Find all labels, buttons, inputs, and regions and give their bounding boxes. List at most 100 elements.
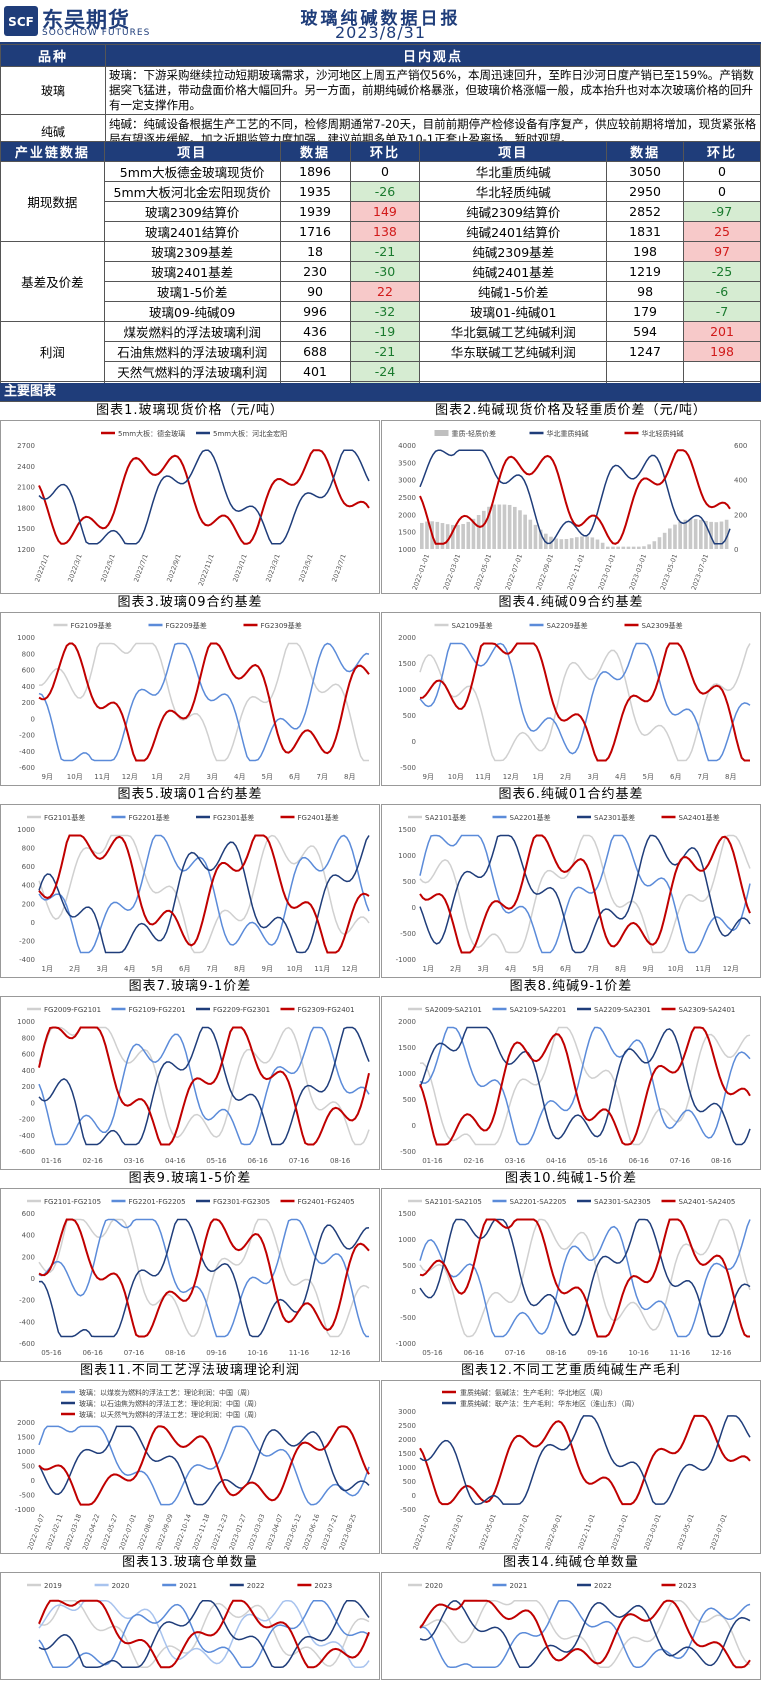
- x-tick-label: 11月: [94, 773, 110, 781]
- bar-mark: [626, 546, 631, 549]
- series-line: [38, 1218, 370, 1338]
- series-line: [419, 449, 731, 545]
- series-line: [419, 834, 751, 954]
- chart-title-5: 图表5.玻璃01合约基差: [117, 787, 263, 802]
- legend-label: 5mm大板：河北金宏阳: [213, 429, 287, 438]
- x-tick-label: 7月: [588, 965, 599, 973]
- chart-1: 5mm大板：德金玻璃 5mm大板：河北金宏阳 2700 2400 2100 1800 150…: [17, 429, 370, 587]
- ind-value-left: 1896: [279, 161, 351, 182]
- legend-label: SA2109-SA2201: [510, 1006, 567, 1014]
- x-tick-label: 03-16: [124, 1157, 145, 1165]
- y-tick-label: 1000: [17, 1448, 35, 1456]
- x-tick-label: 2022/9/1: [165, 553, 183, 583]
- x-tick-label: 3月: [97, 965, 108, 973]
- y-tick-label: 1000: [398, 546, 416, 554]
- x-tick-label: 2023-05-01: [675, 1513, 695, 1551]
- x-tick-label: 2022-02-11: [44, 1513, 64, 1551]
- y-tick-label: -200: [19, 1297, 35, 1305]
- bar-mark: [461, 523, 465, 549]
- ind-item-right: 华东联碱工艺纯碱利润: [419, 341, 608, 362]
- legend-label: 2022: [594, 1582, 612, 1590]
- bar-mark: [564, 538, 569, 549]
- legend-swatch: [434, 430, 449, 436]
- x-tick-label: 10月: [448, 773, 464, 781]
- report-title: 玻璃纯碱数据日报: [300, 9, 461, 29]
- ind-item-left: 玻璃09-纯碱09: [103, 301, 281, 322]
- chart-title-3: 图表3.玻璃09合约基差: [117, 595, 263, 610]
- ind-change-right: 198: [683, 341, 761, 362]
- x-tick-label: 9月: [643, 965, 654, 973]
- x-tick-label: 12月: [122, 773, 138, 781]
- legend-label: 5mm大板：德金玻璃: [118, 429, 185, 438]
- ind-item-right: 纯碱2401结算价: [419, 221, 608, 242]
- y-tick-label: -500: [400, 1314, 416, 1322]
- y-tick-label: 1000: [398, 1464, 416, 1472]
- series-line: [419, 1600, 751, 1669]
- legend-label: 华北轻质纯碱: [642, 429, 684, 438]
- y-tick-label: 1500: [398, 529, 416, 537]
- bar-mark: [518, 510, 522, 549]
- logo-text-cn: 东吴期货: [42, 8, 130, 32]
- chart-title-8: 图表8.纯碱9-1价差: [509, 979, 633, 994]
- ind-item-right: 纯碱2309基差: [419, 241, 608, 262]
- ind-change-left: 138: [349, 221, 421, 242]
- series-line: [38, 1425, 370, 1506]
- x-tick-label: 2022-05-01: [473, 553, 493, 591]
- x-tick-label: 9月: [262, 965, 273, 973]
- y-tick-label: 3500: [398, 459, 416, 467]
- x-tick-label: 01-16: [422, 1157, 443, 1165]
- bar-mark: [724, 519, 729, 549]
- ind-change-right: -97: [683, 201, 761, 222]
- company-logo: SCF 东吴期货 SOOCHOW FUTURES: [4, 4, 154, 40]
- legend-label: 玻璃：以石油焦为燃料的浮法工艺：理论利润：中国（周）: [79, 1399, 261, 1408]
- bar-mark: [688, 518, 693, 549]
- x-tick-label: 2022-05-01: [477, 1513, 497, 1551]
- y-tick-label: 1500: [398, 1210, 416, 1218]
- section-title-main-charts: 主要图表: [0, 383, 761, 401]
- ind-change-right: -7: [683, 301, 761, 322]
- series-line: [38, 1599, 370, 1669]
- ind-item-left: 玻璃2309结算价: [103, 201, 281, 222]
- legend-label: FG2109基差: [71, 621, 112, 630]
- x-tick-label: 06-16: [82, 1349, 103, 1357]
- legend-label: 华北重质纯碱: [547, 429, 589, 438]
- bar-mark: [637, 546, 641, 549]
- x-tick-label: 2023-03-03: [246, 1513, 266, 1551]
- bar-mark: [678, 521, 682, 549]
- series-line: [39, 642, 369, 762]
- x-tick-label: 12-16: [330, 1349, 351, 1357]
- ind-item-left: 玻璃2309基差: [103, 241, 281, 262]
- ind-change-right: 0: [683, 181, 761, 202]
- legend-label: 玻璃：以天然气为燃料的浮法工艺：理论利润：中国（周）: [79, 1410, 261, 1419]
- x-tick-label: 2022-03-01: [442, 553, 462, 591]
- ind-value-right: 179: [606, 301, 685, 322]
- y-tick-label: -500: [400, 1506, 416, 1514]
- x-tick-label: 11月: [695, 965, 711, 973]
- y-tick-label: 800: [22, 845, 35, 853]
- y2-tick-label: 600: [734, 442, 747, 450]
- legend-label: SA2209-SA2301: [594, 1006, 651, 1014]
- series-line: [38, 835, 370, 954]
- x-tick-label: 2月: [560, 773, 571, 781]
- ind-value-left: 230: [279, 261, 351, 282]
- legend-label: SA2301-SA2305: [594, 1198, 651, 1206]
- x-tick-label: 2023-01-01: [609, 1513, 629, 1551]
- series-line: [38, 1218, 370, 1338]
- bar-mark: [451, 524, 455, 549]
- y-tick-label: 1500: [398, 1450, 416, 1458]
- legend-label: 2020: [112, 1582, 130, 1590]
- y-tick-label: 0: [412, 1492, 416, 1500]
- chart-panel-4: SA2109基差 SA2209基差 SA2309基差 2000 1500 1000 500 0…: [381, 612, 761, 786]
- y-tick-label: 500: [403, 1262, 416, 1270]
- chart-title-6: 图表6.纯碱01合约基差: [498, 787, 644, 802]
- chart-title-4: 图表4.纯碱09合约基差: [498, 595, 644, 610]
- y-tick-label: 2000: [17, 1419, 35, 1427]
- x-tick-label: 6月: [560, 965, 571, 973]
- chart-panel-9: FG2101-FG2105 FG2201-FG2205 FG2301-FG2305 F…: [0, 1188, 380, 1362]
- legend-label: FG2301-FG2305: [213, 1198, 270, 1206]
- x-tick-label: 3月: [588, 773, 599, 781]
- ind-change-left: -32: [349, 301, 421, 322]
- ind-value-right: 2852: [606, 201, 685, 222]
- legend-label: SA2309基差: [642, 621, 683, 630]
- bar-mark: [425, 521, 429, 549]
